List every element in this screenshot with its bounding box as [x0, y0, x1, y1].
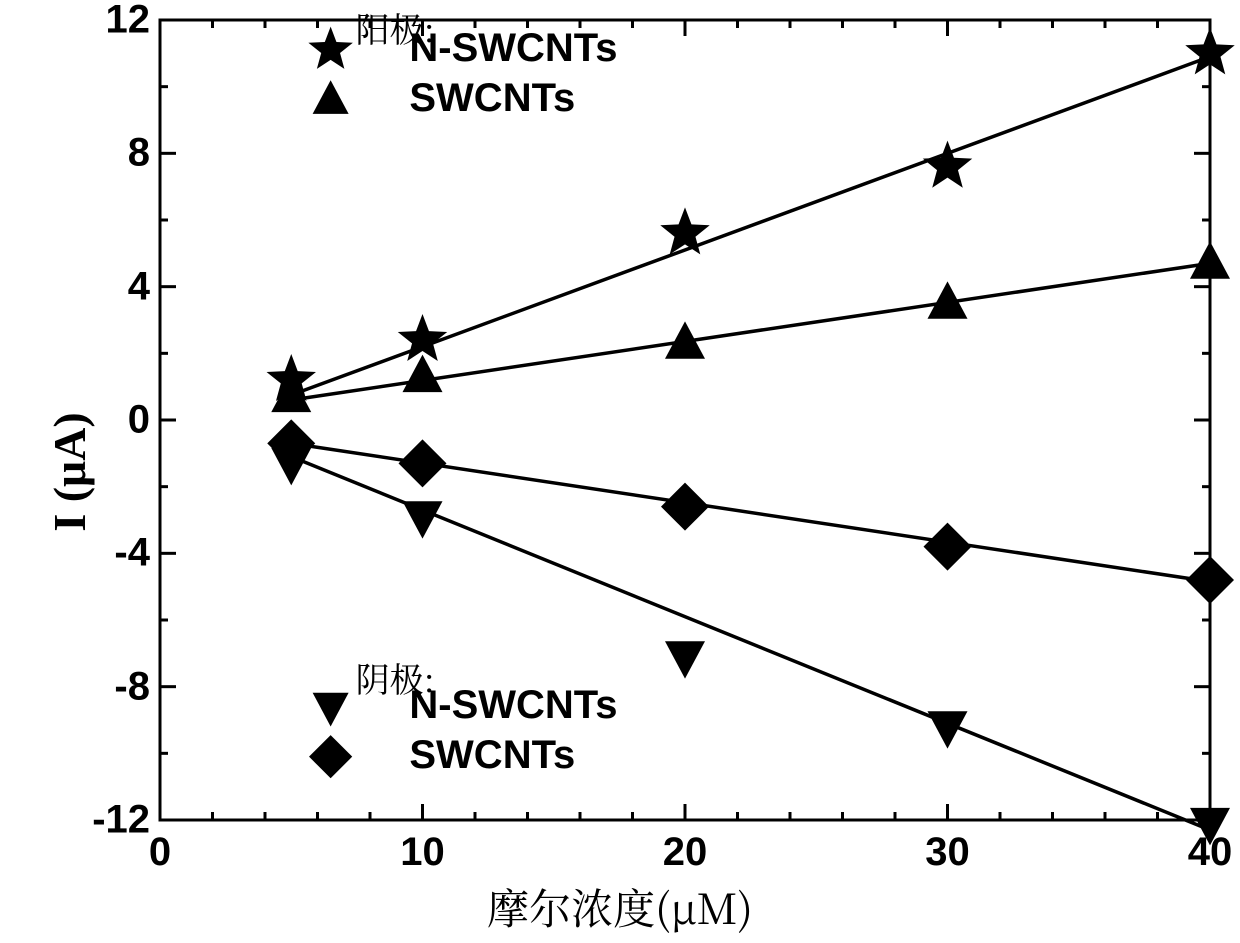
legend-cathode-item-1: SWCNTs — [409, 733, 575, 778]
legend-anode-item-1: SWCNTs — [409, 76, 575, 121]
x-tick-label: 20 — [663, 830, 708, 875]
x-tick-label: 40 — [1188, 830, 1233, 875]
y-tick-label: -4 — [60, 531, 150, 576]
x-axis-title: 摩尔浓度(μM) — [487, 877, 753, 937]
x-tick-label: 0 — [149, 830, 171, 875]
plot-svg — [0, 0, 1240, 943]
y-tick-label: 0 — [60, 398, 150, 443]
chart-container: I (μA) 摩尔浓度(μM) -12-8-404812 010203040 阳… — [0, 0, 1240, 943]
y-tick-label: 4 — [60, 264, 150, 309]
x-tick-label: 10 — [400, 830, 445, 875]
y-tick-label: 8 — [60, 131, 150, 176]
y-tick-label: -12 — [60, 798, 150, 843]
x-axis-title-text: 摩尔浓度(μM) — [487, 877, 753, 937]
y-tick-label: 12 — [60, 0, 150, 43]
x-tick-label: 30 — [925, 830, 970, 875]
legend-cathode-item-0: N-SWCNTs — [409, 683, 617, 728]
y-tick-label: -8 — [60, 664, 150, 709]
legend-anode-item-0: N-SWCNTs — [409, 26, 617, 71]
